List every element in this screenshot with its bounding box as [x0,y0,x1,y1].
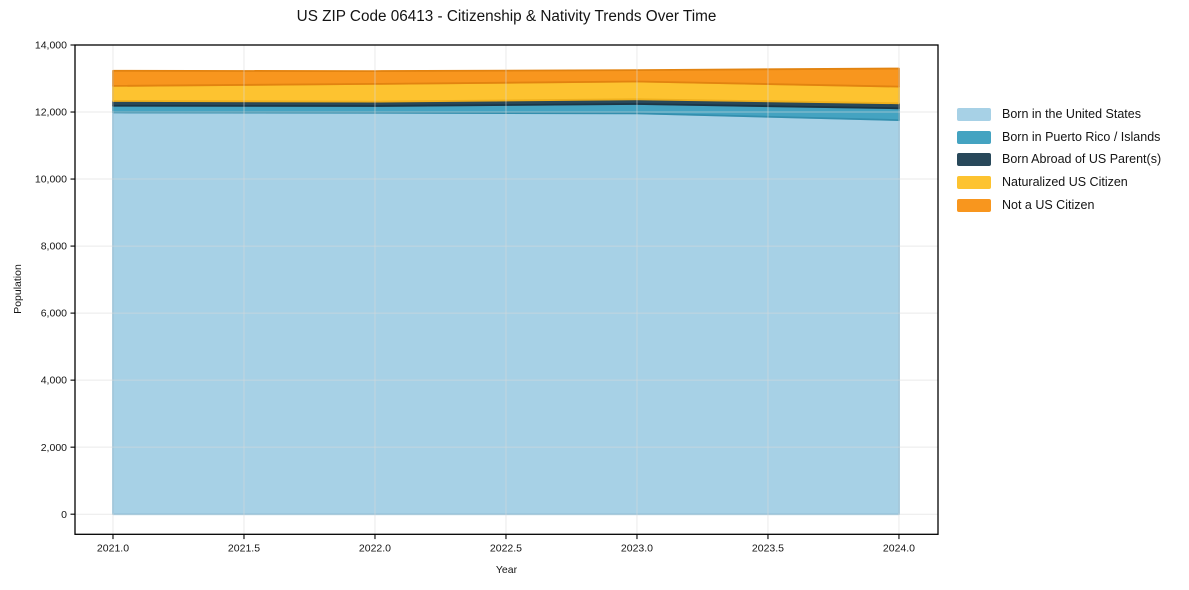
y-tick-label: 14,000 [35,40,67,52]
legend-swatch [957,198,991,212]
legend-label: Not a US Citizen [1002,197,1095,212]
chart-title: US ZIP Code 06413 - Citizenship & Nativi… [296,8,717,25]
x-tick-label: 2023.5 [752,542,784,554]
legend-entry: Born Abroad of US Parent(s) [957,148,1161,171]
y-tick-label: 8,000 [41,241,67,253]
y-tick-label: 2,000 [41,442,67,454]
legend-swatch [957,153,991,167]
legend-label: Born Abroad of US Parent(s) [1002,152,1162,167]
legend-label: Born in Puerto Rico / Islands [1002,129,1161,144]
legend-entry: Not a US Citizen [957,194,1161,217]
x-tick-label: 2021.5 [228,542,260,554]
legend-swatch [957,130,991,144]
y-tick-label: 6,000 [41,308,67,320]
x-axis-title: Year [495,564,518,576]
legend-entry: Born in Puerto Rico / Islands [957,126,1161,149]
legend-label: Naturalized US Citizen [1002,175,1128,190]
x-tick-label: 2022.0 [359,542,391,554]
legend: Born in the United States Born in Puerto … [957,103,1161,216]
y-tick-label: 12,000 [35,107,67,119]
legend-swatch [957,107,991,121]
legend-entry: Born in the United States [957,103,1161,126]
y-tick-label: 10,000 [35,174,67,186]
x-tick-label: 2023.0 [621,542,653,554]
legend-entry: Naturalized US Citizen [957,171,1161,194]
legend-label: Born in the United States [1002,107,1141,122]
y-tick-label: 4,000 [41,375,67,387]
legend-swatch [957,175,991,189]
x-tick-label: 2024.0 [883,542,915,554]
y-axis-title: Population [12,264,24,314]
y-tick-label: 0 [61,509,67,521]
x-tick-label: 2021.0 [97,542,129,554]
x-tick-label: 2022.5 [490,542,522,554]
